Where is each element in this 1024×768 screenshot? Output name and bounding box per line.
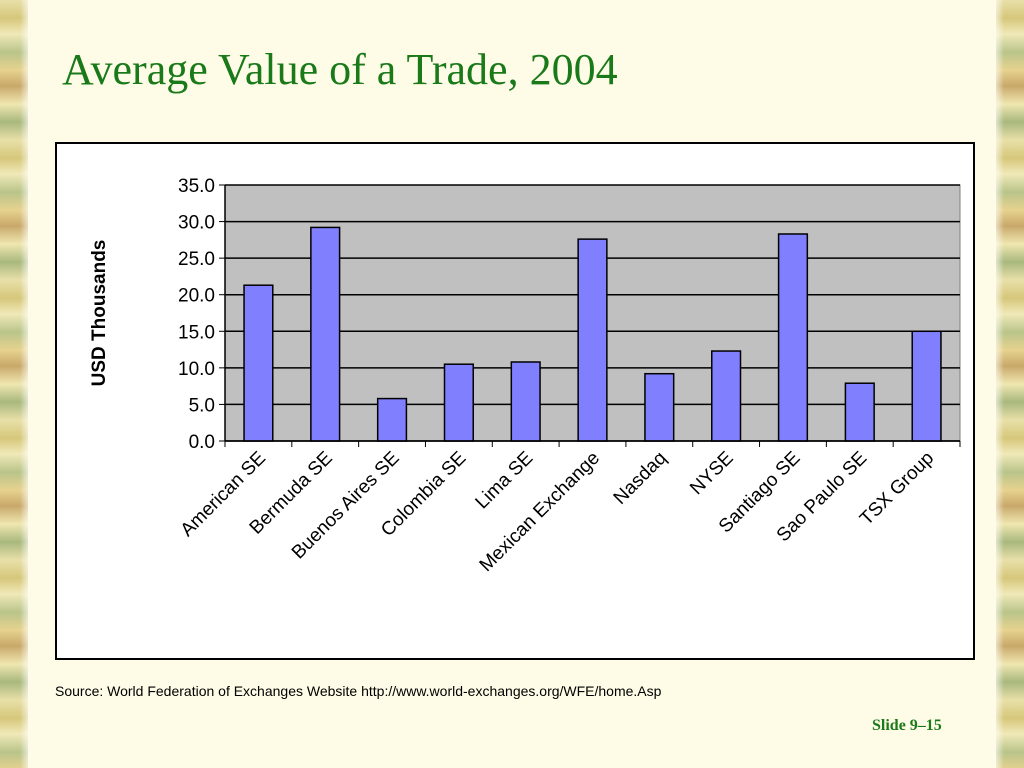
y-tick-label: 15.0 xyxy=(178,322,215,343)
y-tick-label: 30.0 xyxy=(178,213,215,234)
y-tick-label: 10.0 xyxy=(178,359,215,380)
bar xyxy=(644,372,675,442)
bar xyxy=(510,361,541,442)
bar xyxy=(711,350,742,442)
bar xyxy=(310,226,341,442)
source-note: Source: World Federation of Exchanges We… xyxy=(55,683,662,699)
bar-chart: 0.0 5.0 10.0 15.0 20.0 25.0 30.0 35.0 American … xyxy=(55,142,975,660)
bar xyxy=(911,330,942,442)
bar xyxy=(376,397,408,442)
x-tick-label: NYSE xyxy=(686,448,737,499)
axes xyxy=(219,184,961,447)
y-tick-labels: 0.0 5.0 10.0 15.0 20.0 25.0 30.0 35.0 xyxy=(178,176,215,453)
bar xyxy=(443,363,474,442)
bars xyxy=(243,226,942,442)
bar xyxy=(243,284,274,442)
bar xyxy=(844,382,875,442)
x-tick-label: Nasdaq xyxy=(610,448,671,509)
bar xyxy=(777,233,809,442)
y-tick-label: 20.0 xyxy=(178,286,215,307)
x-tick-label: Lima SE xyxy=(472,448,538,514)
decorative-border-right xyxy=(996,0,1024,768)
x-tick-label: Mexican Exchange xyxy=(476,448,604,576)
bar xyxy=(577,238,608,442)
y-axis-label: USD Thousands xyxy=(89,240,110,387)
slide-number: Slide 9–15 xyxy=(872,717,942,734)
decorative-border-left xyxy=(0,0,28,768)
slide-title: Average Value of a Trade, 2004 xyxy=(62,45,618,94)
y-tick-label: 35.0 xyxy=(178,176,215,197)
y-tick-label: 0.0 xyxy=(189,432,215,453)
y-tick-label: 5.0 xyxy=(189,395,215,416)
chart-canvas: 0.0 5.0 10.0 15.0 20.0 25.0 30.0 35.0 American … xyxy=(89,176,961,576)
y-tick-label: 25.0 xyxy=(178,249,215,270)
